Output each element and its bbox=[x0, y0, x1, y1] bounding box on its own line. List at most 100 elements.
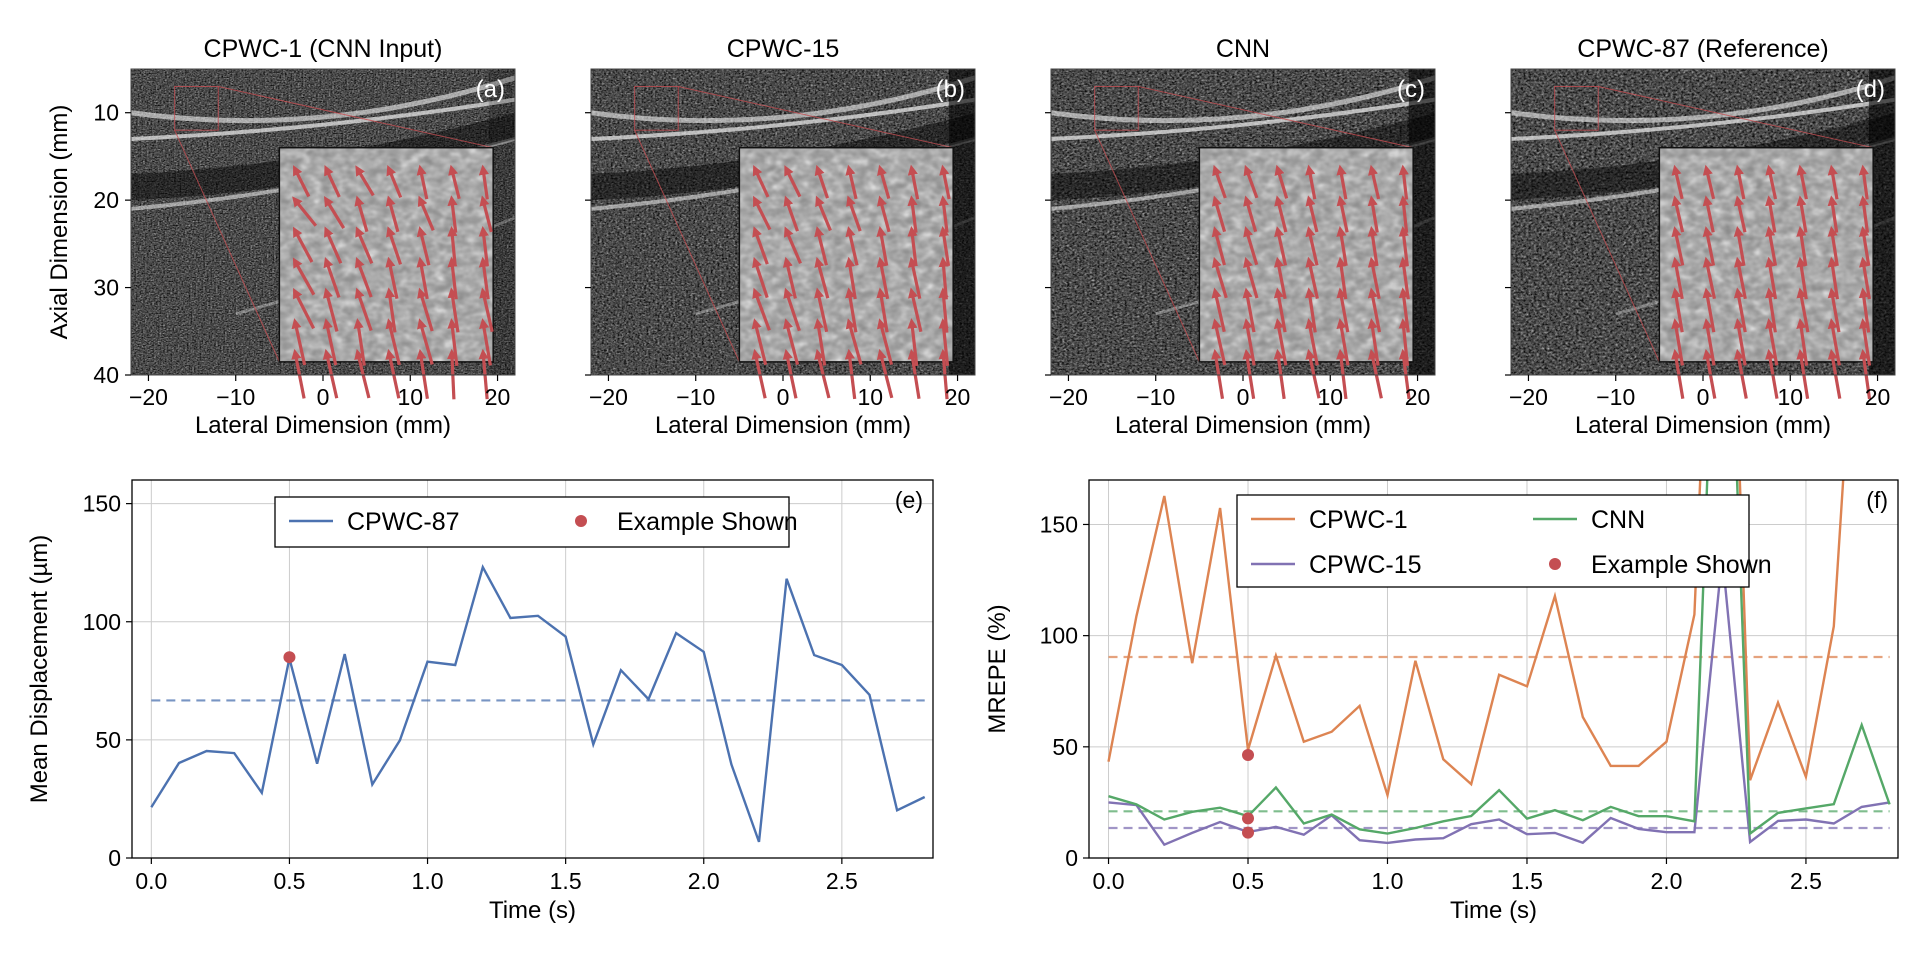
displacement-arrow bbox=[814, 256, 830, 299]
displacement-arrow bbox=[416, 164, 429, 200]
axes-frame bbox=[131, 479, 934, 859]
displacement-arrow bbox=[752, 226, 769, 265]
zoom-connector-line bbox=[218, 85, 494, 149]
displacement-arrow bbox=[752, 256, 769, 299]
legend-label: CPWC-15 bbox=[1309, 551, 1422, 579]
displacement-arrow bbox=[1671, 164, 1684, 200]
displacement-arrow bbox=[354, 256, 373, 298]
x-tick-label: 2.0 bbox=[1650, 868, 1682, 894]
displacement-arrow bbox=[939, 164, 951, 200]
displacement-arrow bbox=[478, 164, 489, 200]
x-tick-label: −20 bbox=[129, 384, 168, 410]
displacement-arrow bbox=[1336, 164, 1348, 200]
displacement-arrow bbox=[1858, 348, 1872, 400]
chart-mean-displacement: 0.0 0.5 1.0 1.5 2.0 2.5 0 50 100 150 Time (s) Mean … bbox=[26, 479, 934, 924]
displacement-arrow bbox=[752, 287, 771, 331]
displacement-arrow bbox=[417, 195, 435, 232]
displacement-arrow bbox=[938, 348, 949, 400]
displacement-arrow bbox=[751, 348, 767, 399]
displacement-arrow bbox=[783, 195, 799, 232]
x-tick-label: 0.5 bbox=[1232, 868, 1264, 894]
displacement-arrow bbox=[1367, 287, 1382, 333]
displacement-arrow bbox=[1242, 348, 1256, 400]
image-panel-c: (c) CNN −20 −10 0 10 20 Lateral Dimension (mm) bbox=[1045, 35, 1436, 439]
x-tick-label: 20 bbox=[1405, 384, 1431, 410]
displacement-arrows bbox=[751, 164, 951, 400]
tissue-band bbox=[1050, 97, 1436, 141]
series-line-cnn bbox=[1108, 480, 1891, 836]
displacement-arrow bbox=[845, 318, 863, 365]
displacement-arrow bbox=[1702, 164, 1716, 200]
plot-area bbox=[1107, 480, 1891, 847]
example-shown-marker bbox=[1242, 826, 1255, 839]
panel-title: CPWC-87 (Reference) bbox=[1577, 35, 1828, 63]
displacement-arrow bbox=[846, 195, 862, 232]
panel-title: CPWC-15 bbox=[727, 35, 840, 63]
inset-texture bbox=[1199, 147, 1414, 362]
panel-label: (b) bbox=[936, 76, 965, 103]
displacement-arrow bbox=[385, 348, 401, 399]
displacement-arrow bbox=[1211, 195, 1227, 233]
displacement-arrow bbox=[751, 318, 768, 366]
displacement-arrow bbox=[323, 287, 339, 332]
zoom-connector-line bbox=[678, 85, 954, 149]
displacement-arrow bbox=[386, 164, 403, 199]
displacement-arrow bbox=[877, 164, 891, 199]
displacement-arrow bbox=[753, 195, 772, 231]
displacement-arrow bbox=[1211, 226, 1226, 266]
displacement-arrow bbox=[355, 165, 375, 197]
zoom-region-box bbox=[1554, 85, 1599, 131]
displacement-arrow bbox=[845, 164, 858, 200]
inset-border bbox=[738, 146, 954, 363]
x-tick-label: 10 bbox=[1777, 384, 1803, 410]
zoom-connector-line bbox=[1138, 85, 1414, 149]
image-panel-b: (b) CPWC-15 −20 −10 0 10 20 Lateral Dimension (… bbox=[585, 35, 976, 439]
displacement-arrow bbox=[845, 226, 859, 266]
displacement-arrow bbox=[876, 195, 891, 233]
displacement-arrow bbox=[1398, 164, 1409, 200]
displacement-arrow bbox=[292, 226, 314, 263]
displacement-arrow bbox=[1305, 318, 1319, 366]
x-tick-label: 0 bbox=[1237, 384, 1250, 410]
displacement-arrow bbox=[876, 318, 894, 366]
panel-label: (d) bbox=[1856, 76, 1885, 103]
displacement-arrow bbox=[782, 256, 797, 299]
displacement-arrow bbox=[876, 348, 894, 399]
x-tick-label: −20 bbox=[1509, 384, 1548, 410]
image-panel-a: (a) CPWC-1 (CNN Input) −20 −10 0 10 20 Lateral … bbox=[46, 35, 516, 439]
displacement-arrows bbox=[1211, 164, 1411, 400]
displacement-arrow bbox=[1796, 164, 1808, 200]
displacement-arrow bbox=[1702, 318, 1716, 366]
displacement-arrow bbox=[1243, 226, 1259, 266]
example-shown-marker bbox=[283, 651, 296, 664]
legend-dot-swatch bbox=[575, 515, 587, 527]
tissue-band bbox=[130, 97, 516, 141]
x-tick-label: 2.5 bbox=[826, 868, 858, 894]
y-tick-label: 10 bbox=[93, 100, 119, 126]
x-tick-label: 0 bbox=[1697, 384, 1710, 410]
displacement-arrow bbox=[478, 318, 492, 366]
displacement-arrow bbox=[1398, 348, 1411, 400]
displacement-arrow bbox=[1242, 287, 1256, 333]
y-tick-label: 100 bbox=[1040, 623, 1078, 649]
y-tick-label: 0 bbox=[1065, 845, 1078, 871]
example-shown-marker bbox=[1242, 812, 1255, 825]
displacement-arrow bbox=[1274, 164, 1289, 199]
example-shown-marker bbox=[1242, 749, 1255, 762]
displacement-arrow bbox=[291, 318, 307, 366]
displacement-arrow bbox=[1211, 287, 1226, 333]
displacement-arrow bbox=[907, 164, 920, 200]
legend-label: CPWC-87 bbox=[347, 508, 460, 536]
x-tick-label: 0.5 bbox=[273, 868, 305, 894]
x-tick-label: 20 bbox=[485, 384, 511, 410]
x-tick-label: 20 bbox=[1865, 384, 1891, 410]
zoom-region-box bbox=[634, 85, 679, 131]
x-tick-label: 2.5 bbox=[1790, 868, 1822, 894]
displacement-arrow bbox=[1702, 287, 1716, 333]
displacement-arrow bbox=[1827, 164, 1839, 200]
y-tick-label: 100 bbox=[83, 609, 121, 635]
displacement-arrow bbox=[1733, 164, 1746, 200]
x-tick-label: 1.0 bbox=[412, 868, 444, 894]
displacement-arrow bbox=[322, 318, 338, 366]
